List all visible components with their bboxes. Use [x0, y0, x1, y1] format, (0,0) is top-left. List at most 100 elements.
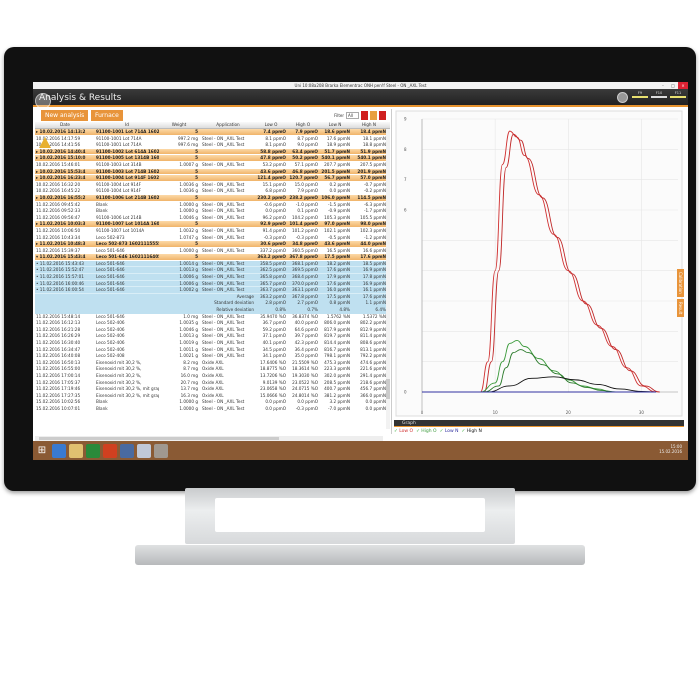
legend-item-high-o[interactable]: ✓ High O: [416, 428, 437, 435]
table-row[interactable]: • 11.02.2016 15:57:01 Leco 501-646 1.0006 …: [35, 274, 390, 281]
table-row[interactable]: 11.02.2016 10:06:50 91100-1007 Lot 1014A 1…: [35, 228, 390, 235]
group-row[interactable]: ▸ 10.02.2016 14:13:2 91100-1001 Lot 714A …: [35, 129, 390, 136]
tab-calibration[interactable]: Calibration: [677, 269, 684, 297]
cell-low-o: 8.1 ppmO: [265, 135, 286, 141]
column-header-weight[interactable]: Weight: [171, 122, 187, 127]
group-row[interactable]: ▸ 10.02.2016 15:53:4 91100-1003 Lot 714B …: [35, 168, 390, 176]
office-icon[interactable]: [103, 443, 117, 458]
taskbar-clock[interactable]: 15:00 15.02.2016: [659, 444, 682, 454]
internet-explorer-icon[interactable]: [52, 443, 66, 458]
furnace-button[interactable]: Furnace: [91, 110, 123, 121]
table-row[interactable]: 11.02.2016 16:26:29 Leco 502-406 1.0013 g S…: [35, 333, 390, 340]
cell-low-n: 17.9 ppmN: [326, 274, 350, 280]
table-row[interactable]: 15.02.2016 10:07:01 Blank 1.0000 g Steel - …: [35, 406, 390, 413]
cell-high-o: 0.1 ppmO: [297, 208, 318, 214]
column-header-high-o[interactable]: High O: [295, 122, 311, 127]
table-row[interactable]: 11.02.2016 16:40:08 Leco 502-408 1.0021 g S…: [35, 353, 390, 360]
group-row[interactable]: ▸ 10.02.2016 14:40:4 91100-1002 Lot 614A …: [35, 148, 390, 156]
f11-indicator[interactable]: F11: [670, 91, 686, 98]
table-row[interactable]: 11.02.2016 16:55:00 Eisenoxid mit 30,2 %,…: [35, 366, 390, 373]
table-row[interactable]: 11.02.2016 15:39:37 Leco 501-646 1.0000 g S…: [35, 248, 390, 255]
table-row[interactable]: • 11.02.2016 16:00:54 Leco 501-646 1.0002 …: [35, 287, 390, 294]
export-icon[interactable]: [379, 111, 386, 120]
new-analysis-button[interactable]: New analysis: [41, 110, 89, 121]
table-row[interactable]: 11.02.2016 10:43:34 Leco 502-873 1.0747 g S…: [35, 235, 390, 242]
excel-icon[interactable]: [86, 443, 100, 458]
vertical-scrollbar[interactable]: [386, 129, 390, 429]
group-row[interactable]: ▸ 10.02.2016 15:10:0 91100-1005 Lot 1314B…: [35, 155, 390, 162]
column-header-low-n[interactable]: Low N: [328, 122, 342, 127]
filter-select[interactable]: All: [346, 112, 359, 119]
group-row[interactable]: ▸ 10.02.2016 16:55:2 91100-1006 Lot 214B …: [35, 194, 390, 202]
cell-high-o: 7.9 ppmO: [295, 129, 318, 134]
table-row[interactable]: 11.02.2016 16:12:13 Leco 502-406 1.0035 g S…: [35, 320, 390, 327]
cell-weight: 5: [195, 168, 198, 174]
table-row[interactable]: 11.02.2016 09:52:33 Blank 1.0000 g Steel - …: [35, 208, 390, 215]
group-row[interactable]: ▸ 10.02.2016 16:23:4 91100-1004 Lot 914F …: [35, 175, 390, 182]
table-row[interactable]: 11.02.2016 09:45:42 Blank 1.0000 g Steel - …: [35, 202, 390, 209]
cell-low-n: 798.1 ppmN: [324, 353, 350, 359]
table-row[interactable]: 11.02.2016 16:50:13 Eisenoxid mit 30,2 %,…: [35, 360, 390, 367]
cell-id: Leco 502-873: [96, 234, 125, 240]
minimize-button[interactable]: -: [662, 83, 664, 88]
maximize-button[interactable]: □: [671, 83, 675, 88]
column-header-high-n[interactable]: High N: [361, 122, 377, 127]
column-header-date[interactable]: Date: [59, 122, 70, 127]
table-row[interactable]: 11.02.2016 16:21:28 Leco 502-406 1.0046 g S…: [35, 327, 390, 334]
group-row[interactable]: ▸ 11.02.2016 10:03:3 91100-1007 Lot 1014A…: [35, 221, 390, 228]
close-button[interactable]: ×: [678, 82, 688, 89]
table-row[interactable]: 11.02.2016 17:19:46 Eisenoxid mit 30,2 %,…: [35, 386, 390, 393]
sigma-icon[interactable]: [370, 111, 377, 120]
windows-start-icon[interactable]: ⊞: [35, 443, 49, 458]
cell-date: 11.02.2016 16:55:00: [36, 366, 81, 372]
network-app-icon[interactable]: [120, 443, 134, 458]
tools-icon[interactable]: [154, 443, 168, 458]
user-icon[interactable]: [617, 92, 628, 103]
cell-weight: 1.0011 g: [179, 346, 198, 352]
table-row[interactable]: 10.02.2016 14:41:56 91100-1001 Lot 714A 99…: [35, 142, 390, 149]
cell-id: Leco 502-406: [96, 346, 125, 352]
table-row[interactable]: 11.02.2016 09:56:47 91100-1006 Lot 214B 1.…: [35, 215, 390, 222]
column-header-id[interactable]: Id: [125, 122, 129, 127]
table-row[interactable]: 10.02.2016 16:32:20 91100-1004 Lot 914F 1.…: [35, 182, 390, 189]
table-row[interactable]: 10.02.2016 15:46:01 91100-1003 Lot 314B 1.…: [35, 162, 390, 169]
horizontal-scrollbar[interactable]: [35, 436, 383, 441]
edit-icon[interactable]: [361, 111, 368, 120]
cell-high-n: 57.0 ppmN: [360, 175, 386, 181]
table-row[interactable]: 11.02.2016 17:27:35 Eisenoxid mit 30,2 %,…: [35, 393, 390, 400]
y-tick-label: 8: [404, 147, 407, 152]
f9-indicator[interactable]: F9: [632, 91, 648, 98]
cell-low-n: 17.5 ppmN: [324, 254, 350, 260]
legend-item-low-o[interactable]: ✓ Low O: [394, 428, 413, 435]
legend-item-high-n[interactable]: ✓ High N: [462, 428, 482, 435]
cell-low-n: 17.6 ppmN: [326, 267, 350, 273]
cell-weight: 1.0002 g: [179, 287, 198, 293]
legend-item-low-n[interactable]: ✓ Low N: [440, 428, 459, 435]
table-row[interactable]: 10.02.2016 16:45:22 91100-1004 Lot 914F 1.…: [35, 188, 390, 195]
table-row[interactable]: 11.02.2016 16:34:47 Leco 502-406 1.0011 g S…: [35, 347, 390, 354]
group-row[interactable]: ▸ 11.02.2016 10:48:3 Leco 502-873 1602111…: [35, 241, 390, 248]
table-row[interactable]: • 11.02.2016 15:43:43 Leco 501-646 1.0014 …: [35, 260, 390, 268]
elementrac-app-icon[interactable]: [137, 443, 151, 458]
cell-id: Leco 501-646: [96, 247, 125, 253]
cell-id: Leco 501-646: [96, 287, 125, 293]
tab-result[interactable]: Result: [677, 298, 684, 318]
table-row[interactable]: 11.02.2016 17:05:37 Eisenoxid mit 30,2 %,…: [35, 380, 390, 387]
table-row[interactable]: • 11.02.2016 15:52:47 Leco 501-646 1.0013 …: [35, 267, 390, 275]
f10-indicator[interactable]: F10: [651, 91, 667, 98]
cell-low-n: 0.0 ppmN: [329, 188, 350, 194]
table-row[interactable]: 11.02.2016 16:30:40 Leco 502-406 1.0019 g S…: [35, 340, 390, 347]
column-header-application[interactable]: Application: [216, 122, 240, 127]
series-line-1: [421, 133, 660, 393]
table-row[interactable]: 10.02.2016 14:17:59 91100-1001 Lot 714A 99…: [35, 136, 390, 143]
table-row[interactable]: • 11.02.2016 16:00:46 Leco 501-646 1.0006 …: [35, 280, 390, 288]
group-row[interactable]: ▾ 11.02.2016 15:43:4 Leco 501-646 1602111…: [35, 254, 390, 261]
table-row[interactable]: 11.02.2016 17:00:14 Eisenoxid mit 30,2 %,…: [35, 373, 390, 380]
column-header-low-o[interactable]: Low O: [264, 122, 278, 127]
cell-high-o: -0.3 ppmO: [295, 234, 318, 240]
table-row[interactable]: 11.02.2016 15:48:14 Leco 501-646 1.0 mg Ste…: [35, 314, 390, 321]
cell-low-n: 18.2 ppmN: [326, 260, 350, 266]
file-explorer-icon[interactable]: [69, 443, 83, 458]
cell-id: Eisenoxid mit 30,2 %,: [96, 359, 142, 365]
table-row[interactable]: 15.02.2016 10:02:56 Blank 1.0000 g Steel - …: [35, 399, 390, 406]
